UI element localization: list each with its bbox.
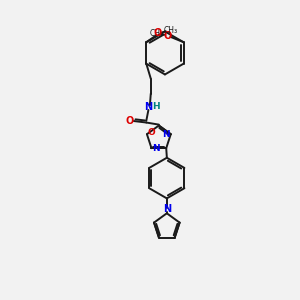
Text: O: O xyxy=(164,31,172,40)
Text: N: N xyxy=(162,130,170,139)
Text: H: H xyxy=(152,102,160,111)
Text: N: N xyxy=(152,144,160,153)
Text: N: N xyxy=(163,204,171,214)
Text: CH₃: CH₃ xyxy=(163,26,177,35)
Text: O: O xyxy=(154,28,162,38)
Text: N: N xyxy=(144,102,152,112)
Text: CH₃: CH₃ xyxy=(150,29,164,38)
Text: O: O xyxy=(125,116,134,126)
Text: O: O xyxy=(148,128,156,137)
